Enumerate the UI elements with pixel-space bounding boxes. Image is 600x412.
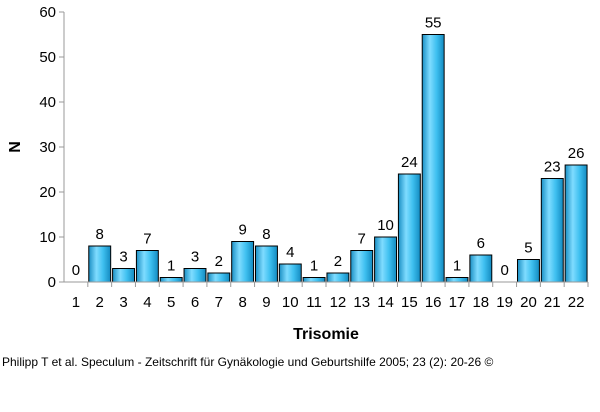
bar-trisomie-10 <box>278 263 302 283</box>
data-label: 23 <box>544 159 561 176</box>
bar-trisomie-9 <box>254 245 278 283</box>
data-label: 3 <box>119 249 127 266</box>
x-tick-label: 21 <box>544 294 561 311</box>
x-axis-title: Trisomie <box>293 326 359 343</box>
y-tick-label: 10 <box>39 229 56 246</box>
bar-trisomie-6 <box>183 268 207 283</box>
bar-trisomie-12 <box>326 272 350 283</box>
x-tick-label: 4 <box>143 294 151 311</box>
data-label: 8 <box>262 226 270 243</box>
data-label: 5 <box>524 240 532 257</box>
x-tick-label: 10 <box>282 294 299 311</box>
bar-trisomie-16 <box>421 34 445 283</box>
x-tick-label: 18 <box>472 294 489 311</box>
data-label: 10 <box>377 217 394 234</box>
x-tick-label: 22 <box>568 294 585 311</box>
data-label: 2 <box>334 253 342 270</box>
y-tick-label: 0 <box>48 274 56 291</box>
bar-trisomie-2 <box>88 245 112 283</box>
data-label: 1 <box>167 258 175 275</box>
bars <box>88 34 588 283</box>
bar-trisomie-20 <box>516 259 540 283</box>
data-label: 8 <box>96 226 104 243</box>
data-label: 24 <box>401 154 418 171</box>
y-tick-label: 60 <box>39 4 56 21</box>
data-label: 4 <box>286 244 294 261</box>
y-tick-label: 20 <box>39 184 56 201</box>
x-axis-ticks: 1 2 3 4 5 6 7 8 9 10 11 12 13 14 15 16 17 18 19 20 21 22 <box>72 282 589 311</box>
bar-trisomie-5 <box>159 277 183 283</box>
data-label: 0 <box>500 262 508 279</box>
x-tick-label: 15 <box>401 294 418 311</box>
x-tick-label: 2 <box>96 294 104 311</box>
bar-trisomie-21 <box>540 178 564 283</box>
x-tick-label: 12 <box>330 294 347 311</box>
data-label: 2 <box>215 253 223 270</box>
bar-trisomie-15 <box>397 173 421 283</box>
data-label: 1 <box>310 258 318 275</box>
y-tick-label: 50 <box>39 49 56 66</box>
x-tick-label: 20 <box>520 294 537 311</box>
y-axis-title: N <box>7 141 24 153</box>
bar-trisomie-11 <box>302 277 326 283</box>
x-tick-label: 19 <box>496 294 513 311</box>
x-tick-label: 6 <box>191 294 199 311</box>
x-tick-label: 7 <box>215 294 223 311</box>
x-tick-label: 5 <box>167 294 175 311</box>
x-tick-label: 17 <box>449 294 466 311</box>
bar-trisomie-14 <box>374 236 398 283</box>
data-label: 7 <box>358 231 366 248</box>
data-label: 9 <box>238 222 246 239</box>
x-tick-label: 16 <box>425 294 442 311</box>
x-tick-label: 3 <box>119 294 127 311</box>
bar-trisomie-7 <box>207 272 231 283</box>
y-tick-label: 40 <box>39 94 56 111</box>
bar-trisomie-4 <box>135 250 159 283</box>
data-label: 26 <box>568 145 585 162</box>
bar-trisomie-8 <box>231 241 255 283</box>
data-label: 55 <box>425 15 442 32</box>
data-label: 6 <box>477 235 485 252</box>
x-tick-label: 13 <box>353 294 370 311</box>
x-tick-label: 14 <box>377 294 394 311</box>
data-label: 0 <box>72 262 80 279</box>
y-axis-ticks: 0 10 20 30 40 50 60 <box>39 4 64 291</box>
bar-trisomie-3 <box>112 268 136 283</box>
x-tick-label: 8 <box>238 294 246 311</box>
x-tick-label: 11 <box>306 294 322 311</box>
x-tick-label: 9 <box>262 294 270 311</box>
data-label: 7 <box>143 231 151 248</box>
bar-trisomie-18 <box>469 254 493 283</box>
bar-trisomie-17 <box>445 277 469 283</box>
y-tick-label: 30 <box>39 139 56 156</box>
x-tick-label: 1 <box>72 294 80 311</box>
bar-trisomie-22 <box>564 164 588 283</box>
data-label: 1 <box>453 258 461 275</box>
bar-trisomie-13 <box>350 250 374 283</box>
data-label: 3 <box>191 249 199 266</box>
source-caption: Philipp T et al. Speculum - Zeitschrift … <box>2 355 494 369</box>
